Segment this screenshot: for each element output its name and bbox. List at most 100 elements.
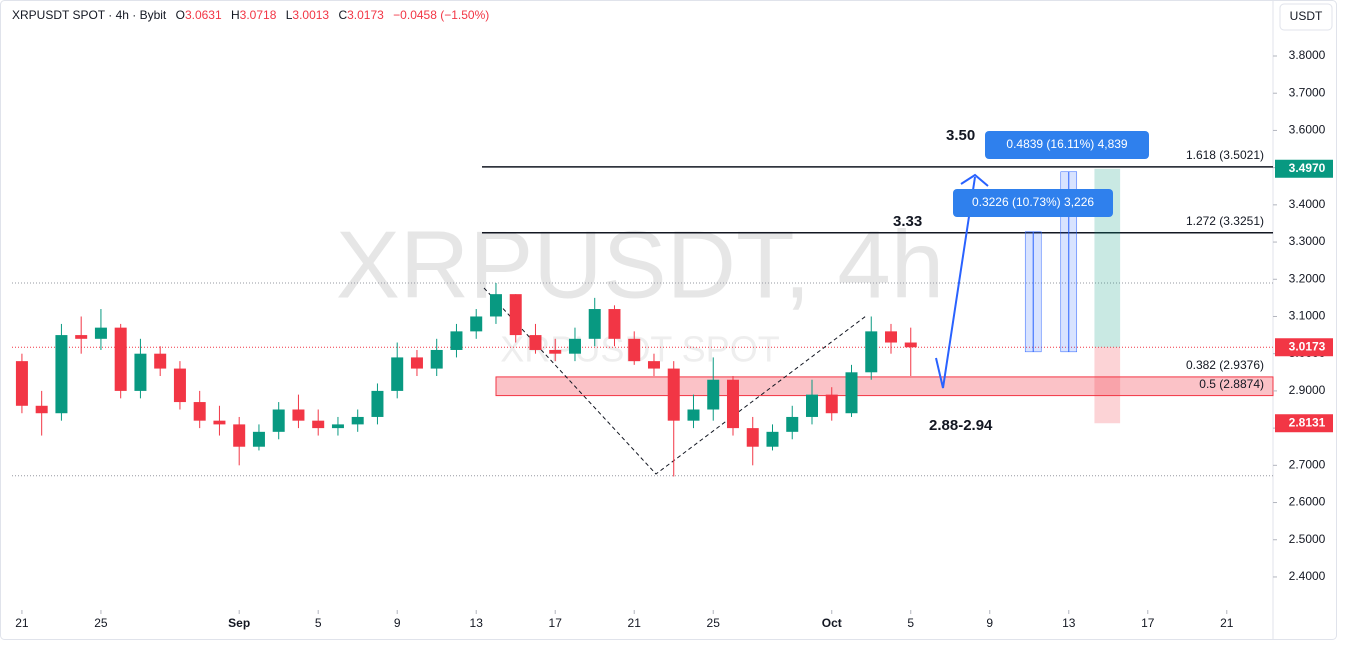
candle-body [312,420,325,429]
annotation: 3.33 [893,213,922,230]
x-tick-label: 13 [470,616,484,630]
pattern-dashed [483,287,867,475]
candle-body [687,409,700,421]
candle-body [509,294,522,336]
x-tick-label: 9 [394,616,401,630]
candle-body [885,331,898,343]
candle-body [272,409,285,432]
support-zone [495,376,1274,397]
price-tag [1275,338,1333,357]
candle-body [114,327,127,391]
candle-body [786,416,799,432]
y-tick-label: 2.7000 [1289,457,1326,471]
x-tick-label: Oct [822,616,842,630]
candle-body [588,309,601,339]
arrow-head [960,173,989,187]
y-tick-label: 2.9000 [1289,383,1326,397]
candle-body [904,342,917,348]
candle-body [628,338,641,362]
candle-body [865,331,878,373]
y-tick-label: 3.8000 [1289,48,1326,62]
candle-body [726,379,739,429]
candle-body [371,390,384,417]
price-tag [1275,159,1333,178]
candle-body [410,357,423,369]
y-tick-label: 3.3000 [1289,234,1326,248]
candle-body [94,327,107,339]
candle-body [193,402,206,421]
candle-body [529,335,542,350]
candle-body [55,335,68,414]
level-label: 1.272 (3.3251) [1186,214,1264,228]
measure-label: 0.4839 (16.11%) 4,839 [1006,137,1128,151]
candle-body [470,316,483,332]
candle-body [35,405,48,414]
candle-body [351,416,364,425]
ohlc-value: 3.0173 [347,8,384,22]
y-tick-label: 2.5000 [1289,532,1326,546]
x-tick-label: 17 [1141,616,1155,630]
frame [0,0,1337,640]
axes: 2.40002.50002.60002.70002.80002.90003.00… [15,48,1333,630]
annotation: 3.50 [946,127,975,144]
x-tick-label: Sep [228,616,250,630]
annotation: 2.88-2.94 [929,417,993,434]
candle-body [805,394,818,417]
y-tick-label: 3.2000 [1289,271,1326,285]
price-tag [1275,414,1333,433]
candle-body [746,428,759,447]
measure-label: 0.3226 (10.73%) 3,226 [972,195,1094,209]
currency[interactable]: USDT [1290,9,1323,23]
stop-zone [1094,347,1121,424]
ohlc-key: L [286,8,293,22]
y-tick-label: 3.4000 [1289,197,1326,211]
candle-body [549,349,562,354]
price-tag-label: 3.4970 [1289,161,1326,175]
ohlc-value: 3.0631 [185,8,222,22]
measure-labels: 0.4839 (16.11%) 4,839 0.3226 (10.73%) 3,… [953,131,1149,217]
level-label: 0.382 (2.9376) [1186,358,1264,372]
candle-body [450,331,463,350]
level-label: 0.5 (2.8874) [1199,377,1264,391]
price-tag-label: 2.8131 [1289,415,1326,429]
currency-button[interactable] [1279,3,1333,31]
measure-box [953,189,1113,217]
x-tick-label: 17 [549,616,563,630]
x-tick-label: 13 [1062,616,1076,630]
candle-body [134,353,147,391]
ohlc-key: O [176,8,185,22]
y-tick-label: 3.6000 [1289,123,1326,137]
candle-body [173,368,186,403]
candle-body [252,431,265,447]
ohlc-value: 3.0013 [292,8,329,22]
pattern-lines [483,287,867,475]
candle-body [647,361,660,369]
header-line: XRPUSDT SPOT · 4h · Bybit O3.0631 H3.071… [12,8,489,22]
candle-body [707,379,720,410]
candle-body [233,424,246,447]
x-tick-label: 25 [707,616,721,630]
candle-body [15,361,28,406]
candle-body [75,335,88,339]
candle-body [292,409,305,421]
candle-body [331,424,344,429]
x-tick-label: 25 [94,616,108,630]
x-tick-label: 21 [628,616,642,630]
y-tick-label: 3.7000 [1289,85,1326,99]
symbol: XRPUSDT SPOT · 4h · Bybit [12,8,167,22]
projection-arrow [935,176,976,389]
header: XRPUSDT SPOT · 4h · Bybit O3.0631 H3.071… [12,3,1333,31]
watermark: XRPUSDT, 4h [336,211,944,318]
x-tick-label: 21 [1220,616,1234,630]
x-tick-label: 9 [986,616,993,630]
candle-body [845,372,858,414]
candle-body [568,338,581,354]
candle-body [489,294,502,317]
candle-body [213,420,226,425]
y-tick-label: 2.4000 [1289,569,1326,583]
x-tick-label: 21 [15,616,29,630]
candle-body [608,309,621,339]
candle-body [391,357,404,391]
